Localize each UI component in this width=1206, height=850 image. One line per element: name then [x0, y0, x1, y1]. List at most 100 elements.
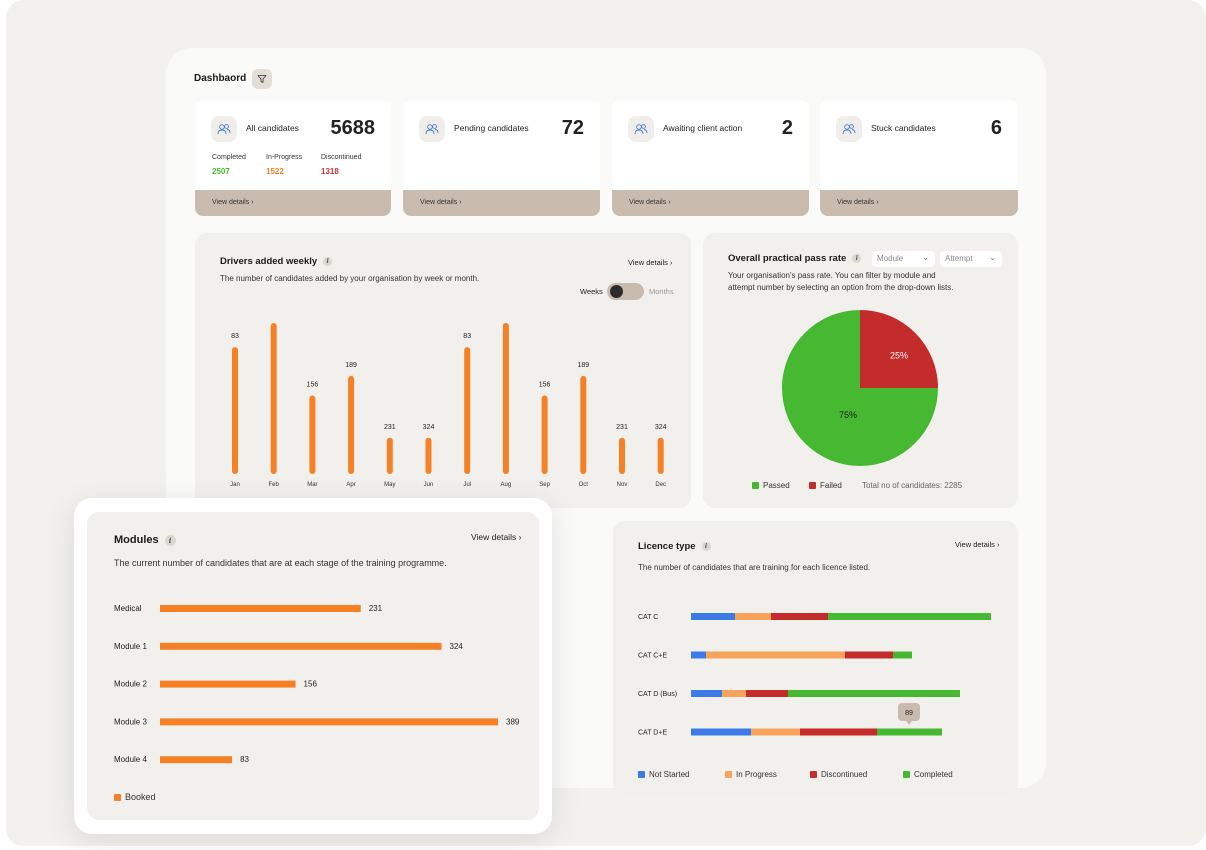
info-icon[interactable]: i: [701, 541, 711, 551]
page-title: Dashbaord: [194, 73, 247, 84]
module-select[interactable]: Module ⌄: [872, 251, 935, 267]
toggle-knob: [610, 285, 623, 298]
drivers-view-details[interactable]: View details ›: [628, 258, 673, 267]
view-details-link[interactable]: View details ›: [820, 190, 1018, 216]
filter-button[interactable]: [252, 69, 272, 89]
row-label: Medical: [114, 604, 142, 613]
segment-discontinued: [771, 613, 828, 620]
drivers-weekly-card: [195, 233, 691, 508]
row-label: CAT D (Bus): [638, 691, 677, 698]
segment-completed: [788, 690, 960, 697]
stat-label: Awaiting client action: [663, 123, 743, 133]
view-details-link[interactable]: View details ›: [612, 190, 809, 216]
stat-label: Pending candidates: [454, 123, 529, 133]
bar-value-label: 83: [231, 333, 239, 340]
segment-completed: [893, 651, 912, 659]
modules-legend: Booked: [114, 792, 156, 803]
attempt-select-value: Attempt: [945, 254, 973, 263]
modules-legend-label: Booked: [125, 792, 156, 802]
view-details-link[interactable]: View details ›: [403, 190, 600, 216]
in-progress-label: In-Progress: [266, 154, 303, 161]
licence-chart: CAT C CAT C+E CAT D (Bus) CAT D+E 89: [638, 613, 991, 737]
view-details-label: View details: [420, 199, 458, 206]
pie-slice-failed: [860, 310, 938, 388]
chevron-right-icon: ›: [668, 199, 671, 206]
chevron-right-icon: ›: [251, 199, 254, 206]
legend-label: Discontinued: [821, 770, 868, 779]
drivers-weekly-chart: 83 Jan Feb 156 Mar 189 Apr 231 May 324 Jun 83 Jul Aug…: [230, 323, 667, 488]
legend-swatch: [114, 794, 121, 802]
stat-card-pending: Pending candidates 72 View details ›: [403, 100, 600, 216]
weeks-months-toggle[interactable]: [607, 283, 644, 300]
view-details-label: View details: [837, 199, 875, 206]
tooltip-box: [898, 703, 920, 721]
modules-title-text: Modules: [114, 534, 159, 546]
bar-value-label: 83: [240, 755, 249, 764]
bar-value-label: 231: [369, 604, 383, 613]
x-tick-label: Apr: [346, 482, 355, 488]
pass-rate-pie-chart: 25% 75%: [782, 310, 938, 466]
modules-view-details[interactable]: View details ›: [471, 532, 522, 542]
modules-card: Modules i View details › The current numb…: [87, 512, 539, 820]
chevron-down-icon: ⌄: [989, 253, 996, 262]
bar-value-label: 231: [616, 424, 628, 431]
bar-value-label: 189: [345, 362, 357, 369]
tooltip: 89: [898, 703, 920, 725]
module-select-value: Module: [877, 254, 904, 263]
modules-view-details-text: View details: [471, 532, 517, 542]
bar-value-label: 324: [423, 424, 435, 431]
segment-completed: [877, 728, 942, 736]
licence-title: Licence type i: [638, 541, 711, 552]
drivers-view-details-text: View details: [628, 258, 668, 267]
legend-swatch: [810, 771, 817, 779]
segment-in-progress: [722, 690, 746, 697]
licence-description: The number of candidates that are traini…: [638, 563, 871, 572]
discontinued-value: 1318: [321, 167, 339, 176]
completed-label: Completed: [212, 154, 246, 161]
users-icon: [419, 116, 445, 142]
x-tick-label: Oct: [579, 482, 589, 488]
bar-value-label: 156: [304, 680, 318, 689]
bar-module-2: [160, 680, 296, 688]
bar-medical: [160, 605, 361, 612]
legend-swatch: [809, 482, 816, 490]
licence-view-details[interactable]: View details ›: [955, 540, 1000, 549]
view-details-link[interactable]: View details ›: [195, 190, 391, 216]
row-label: CAT C+E: [638, 653, 667, 660]
info-icon[interactable]: i: [852, 253, 862, 263]
segment-in-progress: [706, 651, 845, 659]
row-label: Module 1: [114, 642, 147, 651]
x-tick-label: Feb: [269, 482, 280, 488]
licence-legend-in-progress: In Progress: [725, 769, 777, 780]
bar-value-label: 156: [539, 381, 551, 388]
bar-value-label: 189: [577, 362, 589, 369]
stat-value: 72: [561, 117, 584, 139]
x-tick-label: Jun: [424, 482, 434, 488]
row-label: CAT C: [638, 614, 658, 621]
legend-swatch: [725, 771, 732, 779]
stat-value: 5688: [330, 117, 376, 139]
total-candidates: Total no of candidates: 2285: [862, 481, 963, 490]
segment-discontinued: [800, 728, 877, 736]
row-label: Module 4: [114, 755, 147, 764]
stat-value: 2: [781, 117, 793, 139]
chevron-down-icon: ⌄: [922, 253, 929, 262]
segment-discontinued: [845, 651, 893, 659]
modules-floating-card: Modules i View details › The current numb…: [74, 498, 552, 834]
legend-failed: Failed: [809, 480, 842, 491]
filter-icon: [257, 75, 267, 83]
toggle-months-label: Months: [649, 287, 674, 296]
x-tick-label: Nov: [617, 482, 628, 488]
attempt-select[interactable]: Attempt ⌄: [940, 251, 1002, 267]
info-icon[interactable]: i: [323, 256, 333, 266]
row-label: CAT D+E: [638, 730, 667, 737]
x-tick-label: Jan: [230, 482, 240, 488]
licence-title-text: Licence type: [638, 541, 696, 552]
tooltip-value: 89: [905, 710, 913, 717]
stat-label: Stuck candidates: [871, 123, 936, 133]
bar-value-label: 389: [506, 717, 520, 726]
legend-label: In Progress: [736, 770, 777, 779]
info-icon[interactable]: i: [164, 534, 176, 546]
bar-module-3: [160, 718, 498, 726]
bar-module-4: [160, 756, 233, 764]
